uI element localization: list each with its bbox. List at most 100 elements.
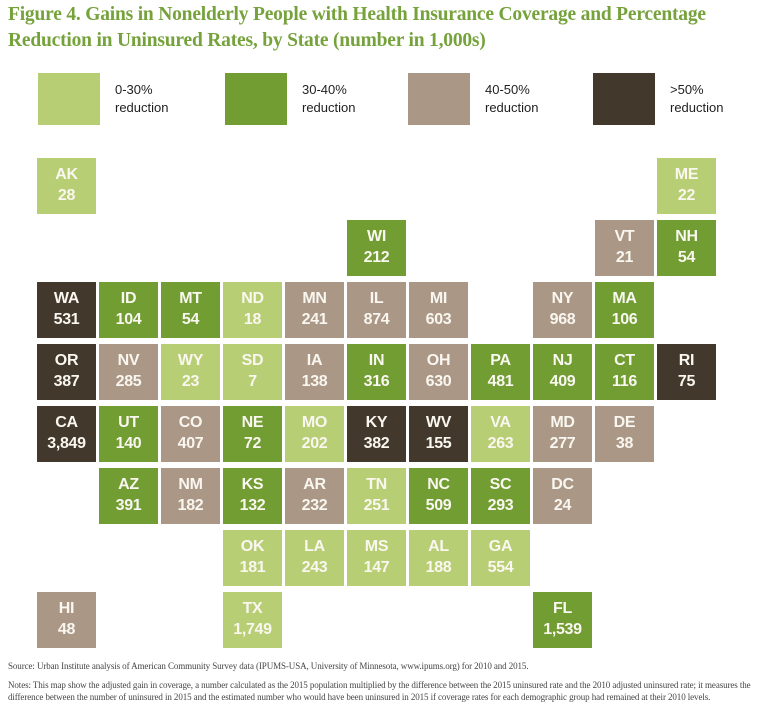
- state-tile-wa: WA 531: [37, 282, 96, 338]
- state-value: 3,849: [47, 435, 86, 452]
- state-tile-nh: NH 54: [657, 220, 716, 276]
- state-abbr: MT: [179, 290, 202, 308]
- state-tile-wi: WI 212: [347, 220, 406, 276]
- state-value: 968: [549, 311, 576, 328]
- state-tile-sd: SD 7: [223, 344, 282, 400]
- state-tile-ny: NY 968: [533, 282, 592, 338]
- state-abbr: ND: [241, 290, 264, 308]
- state-value: 140: [115, 435, 142, 452]
- state-value: 104: [115, 311, 142, 328]
- state-value: 188: [425, 559, 452, 576]
- state-abbr: LA: [304, 538, 325, 556]
- state-value: 75: [677, 373, 696, 390]
- state-abbr: ID: [120, 290, 137, 308]
- state-value: 7: [248, 373, 257, 390]
- state-abbr: NJ: [552, 352, 573, 370]
- state-abbr: KY: [365, 414, 388, 432]
- state-tile-ok: OK 181: [223, 530, 282, 586]
- state-value: 251: [363, 497, 390, 514]
- state-tile-me: ME 22: [657, 158, 716, 214]
- legend-label: 0-30% reduction: [115, 82, 169, 115]
- state-tile-ks: KS 132: [223, 468, 282, 524]
- state-tile-wv: WV 155: [409, 406, 468, 462]
- state-abbr: MN: [302, 290, 327, 308]
- state-abbr: NV: [117, 352, 140, 370]
- state-value: 277: [549, 435, 576, 452]
- state-abbr: AK: [55, 166, 78, 184]
- state-value: 54: [677, 249, 696, 266]
- state-value: 285: [115, 373, 142, 390]
- state-tile-nm: NM 182: [161, 468, 220, 524]
- state-tile-ia: IA 138: [285, 344, 344, 400]
- legend-label: 30-40% reduction: [302, 82, 356, 115]
- state-value: 481: [487, 373, 514, 390]
- source-note: Source: Urban Institute analysis of Amer…: [8, 661, 529, 671]
- state-tile-ms: MS 147: [347, 530, 406, 586]
- state-abbr: MI: [429, 290, 448, 308]
- legend-swatch: [593, 73, 655, 125]
- state-abbr: TX: [242, 600, 263, 618]
- methodology-note: Notes: This map show the adjusted gain i…: [8, 680, 751, 702]
- state-abbr: MA: [612, 290, 637, 308]
- state-tile-mn: MN 241: [285, 282, 344, 338]
- state-abbr: WY: [177, 352, 204, 370]
- state-abbr: NM: [178, 476, 203, 494]
- state-abbr: IL: [369, 290, 384, 308]
- state-value: 409: [549, 373, 576, 390]
- state-tile-or: OR 387: [37, 344, 96, 400]
- state-tile-il: IL 874: [347, 282, 406, 338]
- state-abbr: PA: [490, 352, 511, 370]
- state-tile-mt: MT 54: [161, 282, 220, 338]
- state-abbr: GA: [488, 538, 513, 556]
- legend-label: >50% reduction: [670, 82, 724, 115]
- state-value: 28: [57, 187, 76, 204]
- state-tile-vt: VT 21: [595, 220, 654, 276]
- state-tile-nv: NV 285: [99, 344, 158, 400]
- state-value: 116: [612, 373, 637, 390]
- legend-label: 40-50% reduction: [485, 82, 539, 115]
- state-value: 509: [425, 497, 452, 514]
- state-value: 22: [677, 187, 696, 204]
- state-abbr: AZ: [118, 476, 139, 494]
- state-tile-ky: KY 382: [347, 406, 406, 462]
- state-abbr: DE: [613, 414, 636, 432]
- state-value: 182: [177, 497, 204, 514]
- legend-item-30-40: 30-40% reduction: [225, 73, 355, 125]
- state-tile-de: DE 38: [595, 406, 654, 462]
- state-value: 155: [425, 435, 452, 452]
- state-value: 147: [363, 559, 390, 576]
- state-value: 54: [181, 311, 200, 328]
- state-tile-md: MD 277: [533, 406, 592, 462]
- state-value: 531: [53, 311, 80, 328]
- state-value: 18: [243, 311, 262, 328]
- state-abbr: OK: [240, 538, 265, 556]
- state-value: 382: [363, 435, 390, 452]
- state-abbr: OR: [54, 352, 79, 370]
- state-value: 212: [363, 249, 390, 266]
- state-abbr: OH: [426, 352, 451, 370]
- state-abbr: MS: [364, 538, 389, 556]
- state-value: 1,539: [543, 621, 582, 638]
- legend-item-40-50: 40-50% reduction: [408, 73, 538, 125]
- state-tile-ut: UT 140: [99, 406, 158, 462]
- state-value: 316: [363, 373, 390, 390]
- state-value: 391: [115, 497, 142, 514]
- state-abbr: SD: [241, 352, 264, 370]
- state-value: 48: [57, 621, 76, 638]
- state-tile-oh: OH 630: [409, 344, 468, 400]
- legend-item-0-30: 0-30% reduction: [38, 73, 168, 125]
- state-value: 874: [363, 311, 390, 328]
- state-tile-ak: AK 28: [37, 158, 96, 214]
- state-abbr: IN: [368, 352, 385, 370]
- state-tile-ga: GA 554: [471, 530, 530, 586]
- state-tile-ct: CT 116: [595, 344, 654, 400]
- figure-title: Figure 4. Gains in Nonelderly People wit…: [8, 2, 753, 53]
- legend-swatch: [408, 73, 470, 125]
- state-value: 23: [181, 373, 200, 390]
- state-abbr: WA: [53, 290, 80, 308]
- state-value: 138: [301, 373, 328, 390]
- state-abbr: CT: [614, 352, 635, 370]
- state-tile-mi: MI 603: [409, 282, 468, 338]
- figure-title-line-2: Reduction in Uninsured Rates, by State (…: [8, 29, 486, 51]
- state-abbr: VT: [614, 228, 635, 246]
